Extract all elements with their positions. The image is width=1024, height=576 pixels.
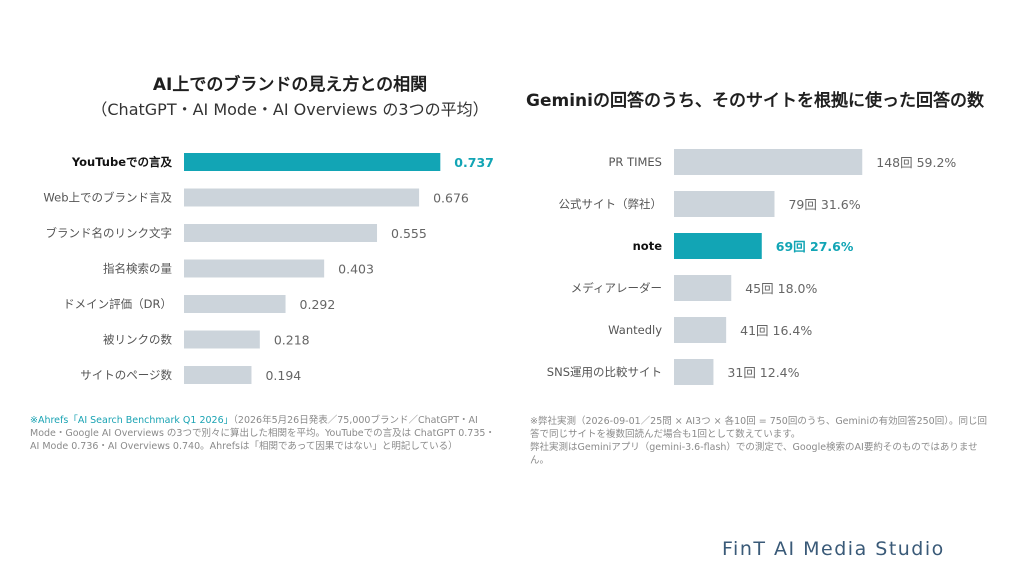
left-value-label-1: 0.676 bbox=[433, 191, 469, 206]
left-value-label-4: 0.292 bbox=[300, 297, 336, 312]
right-source-note: ※弊社実測（2026-09-01／25問 × AI3つ × 各10回 = 750… bbox=[530, 415, 990, 467]
left-category-label-3: 指名検索の量 bbox=[103, 262, 172, 276]
left-source-link[interactable]: ※Ahrefs「AI Search Benchmark Q1 2026」 bbox=[30, 415, 234, 426]
right-category-label-3: メディアレーダー bbox=[571, 281, 662, 295]
right-note-line2: 弊社実測はGeminiアプリ（gemini-3.6-flash）での測定で、Go… bbox=[530, 442, 978, 466]
right-bar-4 bbox=[674, 317, 727, 343]
brand-logo-text: FinT AI Media Studio bbox=[722, 538, 945, 560]
right-value-label-1: 79回 31.6% bbox=[788, 197, 860, 212]
left-source-note: ※Ahrefs「AI Search Benchmark Q1 2026」（202… bbox=[30, 414, 500, 453]
left-bar-2 bbox=[184, 224, 378, 242]
left-bar-1 bbox=[184, 188, 420, 207]
left-source-text: （2026年5月26日発表／75,000ブランド／ChatGPT・AI Mode… bbox=[30, 415, 495, 452]
left-value-label-3: 0.403 bbox=[338, 262, 374, 277]
right-bar-2 bbox=[674, 233, 762, 259]
right-category-label-1: 公式サイト（弊社） bbox=[559, 197, 663, 211]
right-bar-0 bbox=[674, 149, 863, 175]
right-category-label-4: Wantedly bbox=[608, 323, 662, 337]
right-category-label-0: PR TIMES bbox=[609, 155, 663, 169]
right-value-label-5: 31回 12.4% bbox=[727, 365, 799, 380]
right-bar-1 bbox=[674, 191, 775, 217]
right-category-label-5: SNS運用の比較サイト bbox=[547, 365, 662, 379]
left-value-label-6: 0.194 bbox=[265, 368, 301, 383]
left-value-label-2: 0.555 bbox=[391, 226, 427, 241]
left-bar-0 bbox=[184, 153, 441, 171]
right-value-label-4: 41回 16.4% bbox=[740, 323, 812, 338]
left-category-label-4: ドメイン評価（DR） bbox=[63, 297, 172, 311]
left-chart-subtitle: （ChatGPT・AI Mode・AI Overviews の3つの平均） bbox=[91, 100, 489, 119]
left-bar-5 bbox=[184, 330, 260, 349]
right-bar-5 bbox=[674, 359, 714, 385]
left-value-label-5: 0.218 bbox=[274, 333, 310, 348]
right-chart-title: Geminiの回答のうち、そのサイトを根拠に使った回答の数 bbox=[526, 91, 984, 111]
left-chart-title: AI上でのブランドの見え方との相関 bbox=[152, 75, 428, 95]
right-bar-3 bbox=[674, 275, 732, 301]
left-category-label-5: 被リンクの数 bbox=[103, 333, 172, 347]
left-bar-3 bbox=[184, 259, 325, 278]
right-note-line1: ※弊社実測（2026-09-01／25問 × AI3つ × 各10回 = 750… bbox=[530, 416, 987, 440]
right-value-label-0: 148回 59.2% bbox=[876, 155, 956, 170]
right-value-label-2: 69回 27.6% bbox=[776, 239, 854, 254]
right-category-label-2: note bbox=[633, 239, 663, 253]
left-bar-4 bbox=[184, 295, 286, 313]
left-value-label-0: 0.737 bbox=[454, 155, 494, 170]
left-category-label-1: Web上でのブランド言及 bbox=[43, 191, 172, 205]
left-category-label-0: YouTubeでの言及 bbox=[71, 155, 173, 169]
left-bar-6 bbox=[184, 366, 252, 384]
left-category-label-2: ブランド名のリンク文字 bbox=[46, 226, 173, 240]
left-category-label-6: サイトのページ数 bbox=[80, 368, 172, 382]
right-value-label-3: 45回 18.0% bbox=[745, 281, 817, 296]
